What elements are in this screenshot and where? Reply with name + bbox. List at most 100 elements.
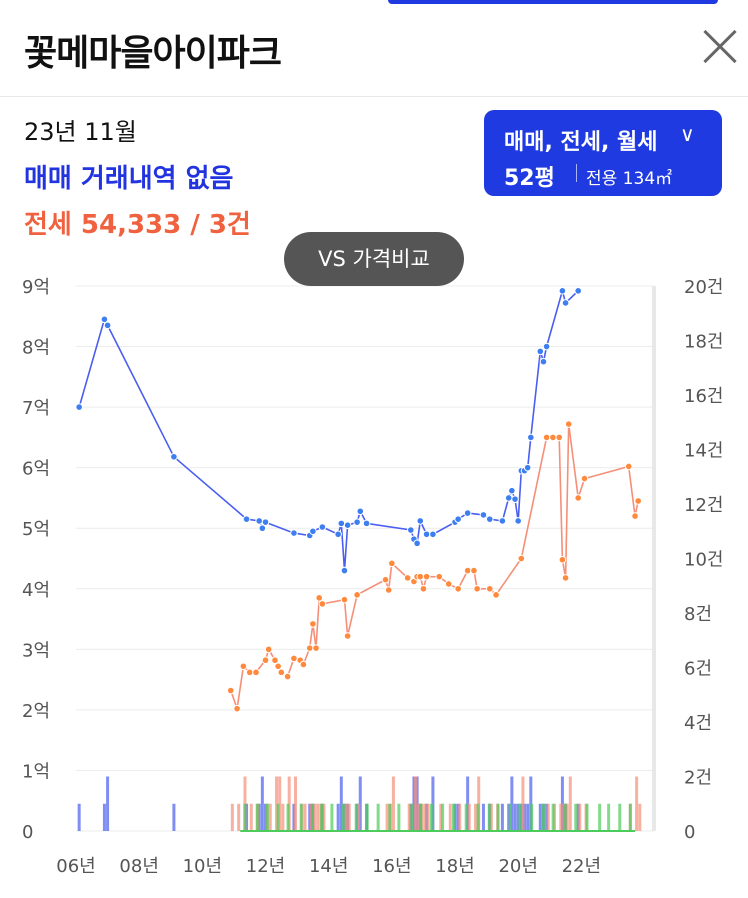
sale-point <box>523 463 532 472</box>
jeonse-point <box>419 584 428 593</box>
jeonse-point <box>226 686 235 695</box>
y-right-tick-label: 16건 <box>684 386 723 407</box>
jeonse-volume-bar <box>407 803 411 831</box>
jeonse-point <box>264 645 273 654</box>
jeonse-volume-bar <box>414 776 418 831</box>
sale-volume-bar <box>513 803 517 831</box>
y-right-tick-label: 10건 <box>684 550 723 571</box>
y-left-tick-label: 6억 <box>22 459 50 480</box>
sale-point <box>100 315 109 324</box>
monthly-volume-bar <box>320 803 324 831</box>
jeonse-volume-bar <box>281 803 285 831</box>
jeonse-volume-bar <box>423 803 427 831</box>
monthly-volume-bar <box>530 803 534 831</box>
jeonse-point <box>470 566 478 575</box>
sale-volume-bar <box>453 803 457 831</box>
sale-volume-bar <box>538 803 542 831</box>
jeonse-volume-bar <box>565 803 569 831</box>
sale-volume-bar <box>106 776 110 831</box>
y-right-tick-label: 0 <box>684 822 695 843</box>
x-tick-label: 16년 <box>372 856 411 877</box>
sale-point <box>318 523 327 531</box>
monthly-volume-bar <box>419 803 423 831</box>
sale-point <box>504 494 513 502</box>
jeonse-volume-bar <box>322 803 326 831</box>
y-right-tick-label: 20건 <box>684 277 723 298</box>
jeonse-point <box>558 555 567 564</box>
jeonse-volume-bar <box>489 803 493 831</box>
jeonse-volume-bar <box>417 803 421 831</box>
y-left-tick-label: 5억 <box>22 519 50 540</box>
jeonse-point <box>274 662 282 671</box>
jeonse-point <box>233 704 241 713</box>
monthly-volume-bar <box>354 803 358 831</box>
jeonse-volume-bar <box>268 803 272 831</box>
jeonse-point <box>435 572 444 581</box>
sale-point <box>309 527 317 536</box>
sale-volume-bar <box>339 776 343 831</box>
sale-point <box>527 433 535 442</box>
sale-volume-bar <box>260 776 264 831</box>
jeonse-point <box>239 662 248 671</box>
jeonse-point <box>542 433 551 442</box>
y-right-tick-label: 12건 <box>684 495 723 516</box>
sale-volume-bar <box>415 776 419 831</box>
jeonse-point <box>624 462 633 471</box>
price-compare-button[interactable]: VS 가격비교 <box>284 232 464 286</box>
sale-volume-bar <box>412 776 416 831</box>
jeonse-line <box>230 423 639 709</box>
y-left-tick-label: 7억 <box>22 398 50 419</box>
jeonse-point <box>384 586 393 594</box>
jeonse-point <box>561 574 570 582</box>
jeonse-volume-bar <box>458 803 462 831</box>
sale-volume-bar <box>77 803 81 831</box>
monthly-volume-bar <box>476 803 480 831</box>
jeonse-point <box>517 554 526 563</box>
jeonse-volume-bar <box>521 776 525 831</box>
monthly-volume-bar <box>243 803 247 831</box>
jeonse-point <box>580 474 589 483</box>
jeonse-point <box>252 668 260 677</box>
jeonse-point <box>312 644 320 652</box>
sale-volume-bar <box>336 803 340 831</box>
jeonse-point <box>463 566 472 575</box>
jeonse-point <box>343 632 352 640</box>
jeonse-point <box>473 584 481 593</box>
sale-point <box>479 511 488 519</box>
y-left-tick-label: 9억 <box>22 277 50 298</box>
jeonse-volume-bar <box>568 776 572 831</box>
jeonse-volume-bar <box>391 776 395 831</box>
jeonse-point <box>318 600 327 608</box>
jeonse-point <box>277 668 286 677</box>
jeonse-point <box>305 644 314 652</box>
sale-volume-bar <box>576 803 580 831</box>
page-header: 꽃메마을아이파크 <box>0 0 748 97</box>
y-left-tick-label: 1억 <box>22 761 50 782</box>
jeonse-volume-bar <box>347 803 351 831</box>
sale-point <box>429 530 437 539</box>
jeonse-point <box>492 591 500 599</box>
sale-point <box>75 403 83 411</box>
x-tick-label: 20년 <box>498 856 537 877</box>
jeonse-point <box>403 574 412 582</box>
jeonse-point <box>631 512 639 520</box>
y-right-tick-label: 6건 <box>684 659 712 680</box>
sale-point <box>508 486 516 495</box>
monthly-volume-bar <box>341 803 345 831</box>
deal-type-filter-button[interactable]: 매매, 전세, 월세 ∨ 52평 전용 134㎡ <box>484 110 722 196</box>
jeonse-point <box>444 580 453 588</box>
jeonse-point <box>564 420 573 428</box>
monthly-volume-bar <box>551 803 555 831</box>
sale-volume-bar <box>172 803 176 831</box>
jeonse-point <box>549 433 557 442</box>
jeonse-point <box>245 668 254 677</box>
sale-point <box>343 521 352 529</box>
sale-point <box>356 507 365 516</box>
page-title: 꽃메마을아이파크 <box>24 33 282 74</box>
monthly-volume-bar <box>541 803 545 831</box>
y-left-tick-label: 3억 <box>22 640 50 661</box>
jeonse-volume-bar <box>638 803 642 831</box>
divider <box>576 164 577 182</box>
sale-volume-bar <box>264 803 268 831</box>
